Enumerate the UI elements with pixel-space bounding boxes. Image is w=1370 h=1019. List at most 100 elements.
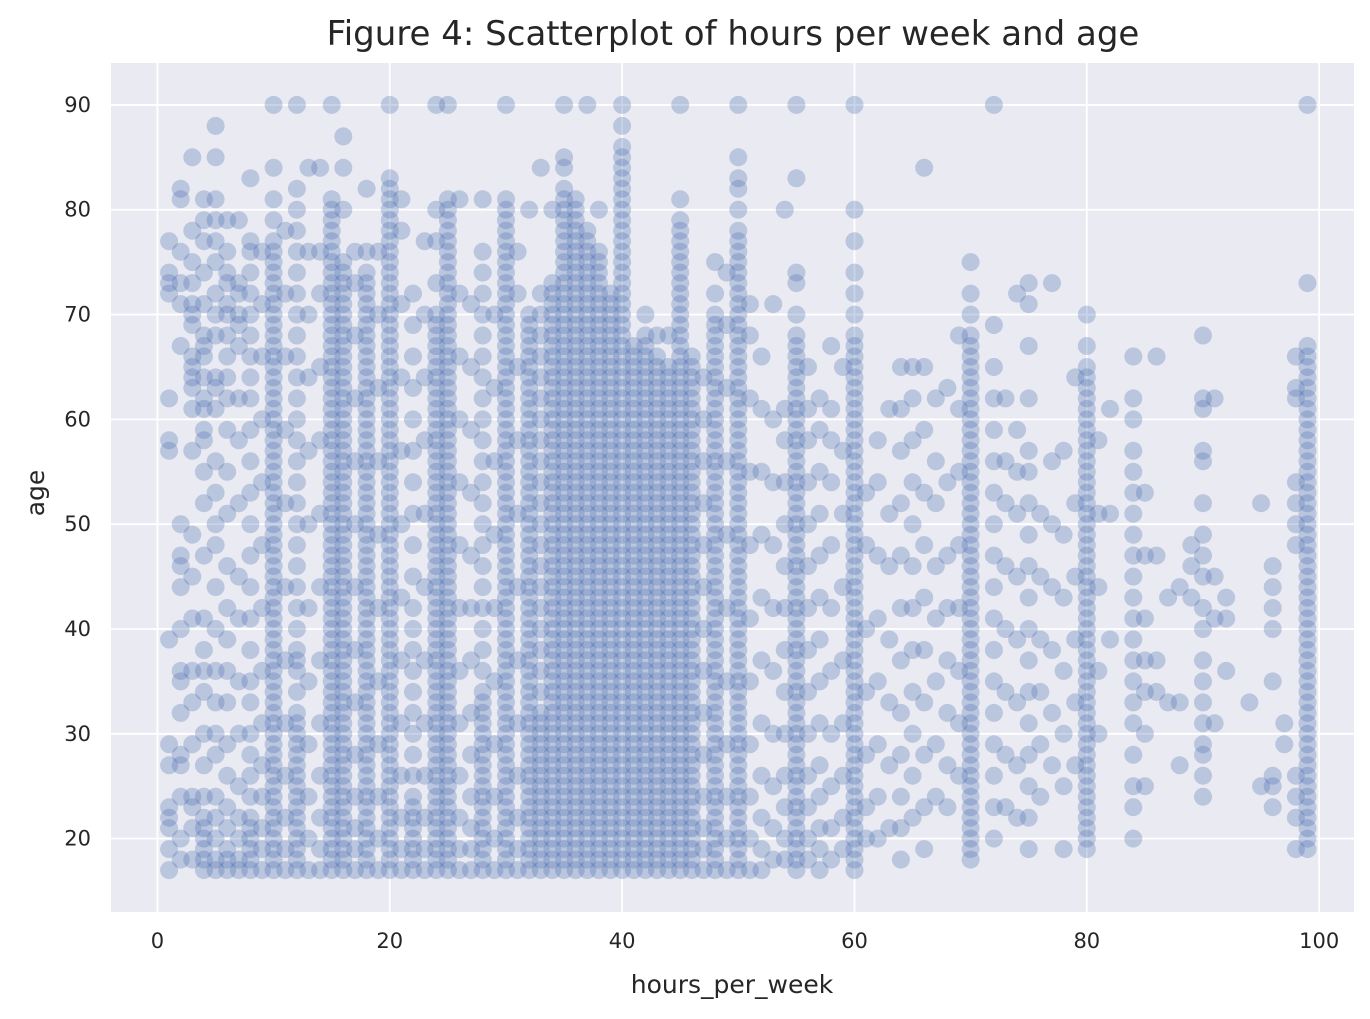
data-point (729, 368, 748, 387)
data-point (613, 850, 632, 869)
data-point (706, 850, 725, 869)
data-point (160, 389, 179, 408)
data-point (1194, 787, 1212, 806)
data-point (671, 494, 690, 513)
data-point (531, 410, 550, 429)
data-point (589, 693, 608, 712)
data-point (497, 567, 515, 586)
data-point (682, 536, 701, 555)
data-point (427, 609, 446, 628)
data-point (729, 483, 748, 502)
data-point (752, 714, 771, 733)
data-point (706, 284, 725, 303)
data-point (682, 546, 701, 565)
data-point (1101, 630, 1119, 649)
data-point (891, 441, 910, 460)
data-point (171, 190, 190, 209)
data-point (706, 494, 725, 513)
data-point (287, 515, 306, 534)
data-point (589, 682, 608, 701)
data-point (357, 473, 376, 492)
data-point (555, 274, 574, 293)
data-point (1298, 473, 1317, 492)
data-point (659, 368, 678, 387)
data-point (427, 431, 446, 450)
data-point (520, 850, 539, 869)
data-point (520, 672, 539, 691)
data-point (787, 337, 806, 355)
data-point (241, 819, 260, 838)
data-point (682, 703, 701, 722)
data-point (520, 840, 539, 859)
data-point (624, 672, 643, 691)
data-point (613, 703, 632, 722)
data-point (543, 703, 562, 722)
data-point (601, 766, 620, 785)
data-point (334, 546, 353, 565)
data-point (264, 431, 283, 450)
data-point (1263, 798, 1282, 817)
data-point (322, 536, 341, 555)
data-point (706, 399, 725, 418)
data-point (636, 672, 655, 691)
data-point (694, 494, 713, 513)
data-point (357, 337, 376, 355)
data-point (311, 242, 330, 261)
data-point (601, 483, 620, 502)
data-point (624, 745, 643, 764)
data-point (520, 546, 539, 565)
data-point (380, 651, 399, 670)
data-point (276, 840, 295, 859)
data-point (578, 515, 597, 534)
data-point (404, 724, 422, 743)
data-point (438, 420, 457, 439)
data-point (322, 620, 341, 638)
data-point (322, 284, 341, 303)
data-point (636, 630, 655, 649)
data-point (462, 819, 481, 838)
data-point (822, 536, 841, 555)
data-point (427, 504, 446, 523)
data-point (601, 588, 620, 607)
data-point (1077, 546, 1096, 565)
data-point (264, 190, 283, 209)
data-point (636, 787, 655, 806)
data-point (799, 766, 817, 785)
data-point (194, 819, 213, 838)
data-point (589, 525, 608, 544)
data-point (543, 420, 562, 439)
data-point (845, 483, 864, 502)
data-point (578, 253, 597, 272)
data-point (264, 295, 283, 314)
data-point (706, 305, 725, 324)
data-point (1043, 452, 1061, 471)
data-point (706, 368, 725, 387)
data-point (1066, 756, 1085, 775)
data-point (659, 410, 678, 429)
data-point (578, 483, 597, 502)
data-point (787, 840, 806, 859)
data-point (334, 578, 353, 597)
data-point (369, 829, 388, 848)
data-point (659, 494, 678, 513)
data-point (404, 599, 422, 617)
data-point (427, 567, 446, 586)
data-point (334, 703, 353, 722)
data-point (543, 808, 562, 827)
data-point (322, 588, 341, 607)
data-point (520, 441, 539, 460)
data-point (1298, 703, 1317, 722)
data-point (671, 473, 690, 492)
data-point (404, 284, 422, 303)
data-point (833, 840, 852, 859)
data-point (601, 819, 620, 838)
data-point (520, 766, 539, 785)
data-point (648, 410, 666, 429)
data-point (613, 745, 632, 764)
data-point (1077, 756, 1096, 775)
data-point (1298, 504, 1317, 523)
data-point (299, 861, 318, 880)
data-point (427, 840, 446, 859)
data-point (857, 798, 876, 817)
data-point (624, 452, 643, 471)
